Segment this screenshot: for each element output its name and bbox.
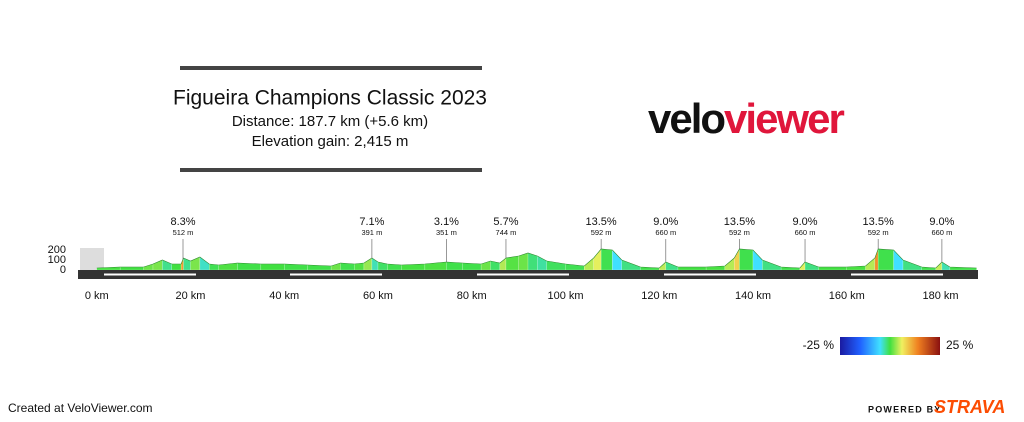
profile-segment <box>119 266 144 271</box>
profile-segment <box>762 259 782 271</box>
profile-segment <box>865 257 876 271</box>
profile-segment <box>505 255 519 271</box>
climb-gradient: 9.0% <box>929 216 954 228</box>
distance: Distance: 187.7 km (+5.6 km) <box>232 113 428 130</box>
climb-length: 512 m <box>173 228 194 237</box>
climb-length: 592 m <box>868 228 889 237</box>
elevation-gain: Elevation gain: 2,415 m <box>252 133 409 150</box>
logo-velo: velo <box>648 95 725 142</box>
profile-segment <box>180 257 184 271</box>
profile-segment <box>677 266 707 271</box>
climb-gradient: 13.5% <box>724 216 755 228</box>
x-tick-label: 100 km <box>547 290 583 302</box>
profile-segment <box>537 255 547 271</box>
profile-segment <box>260 263 285 271</box>
created: Created at VeloViewer.com <box>8 401 153 415</box>
powered-by: POWERED BY <box>868 404 942 414</box>
profile-segment <box>143 263 154 271</box>
x-tick-label: 20 km <box>176 290 206 302</box>
profile-segment <box>600 248 613 271</box>
scale-label: 25 % <box>946 338 974 352</box>
profile-segment <box>330 262 341 271</box>
profile-segment <box>734 248 740 271</box>
profile-outline <box>96 248 977 269</box>
strava: STRAVA <box>934 397 1005 417</box>
profile-segment <box>584 257 594 271</box>
climb-length: 391 m <box>361 228 382 237</box>
climb-gradient: 3.1% <box>434 216 459 228</box>
profile <box>96 248 977 271</box>
profile-segment <box>171 263 182 271</box>
y-tick-label: 200 <box>48 244 66 256</box>
x-tick-label: 140 km <box>735 290 771 302</box>
profile-segment <box>363 257 373 271</box>
x-tick-label: 160 km <box>829 290 865 302</box>
x-tick-label: 40 km <box>269 290 299 302</box>
profile-segment <box>877 248 894 271</box>
start-box <box>80 248 104 270</box>
profile-segment <box>152 259 163 271</box>
profile-segment <box>612 249 622 271</box>
scale-label: -25 % <box>803 338 835 352</box>
profile-segment <box>902 259 922 271</box>
profile-segment <box>593 248 602 271</box>
profile-segment <box>446 261 463 271</box>
profile-segment <box>199 256 210 271</box>
climb-length: 660 m <box>795 228 816 237</box>
x-tick-label: 0 km <box>85 290 109 302</box>
climb-length: 660 m <box>655 228 676 237</box>
x-tick-label: 60 km <box>363 290 393 302</box>
climb-gradient: 8.3% <box>170 216 195 228</box>
gradient-scale <box>840 337 940 355</box>
profile-segment <box>893 249 904 271</box>
climb-length: 592 m <box>591 228 612 237</box>
y-tick-label: 100 <box>48 254 66 266</box>
profile-segment <box>621 259 641 271</box>
logo-viewer: viewer <box>724 95 844 142</box>
climb-gradient: 13.5% <box>586 216 617 228</box>
x-tick-label: 80 km <box>457 290 487 302</box>
climb-gradient: 9.0% <box>792 216 817 228</box>
climb-length: 660 m <box>931 228 952 237</box>
title: Figueira Champions Classic 2023 <box>173 87 487 110</box>
climb-length: 592 m <box>729 228 750 237</box>
climb-gradient: 5.7% <box>493 216 518 228</box>
profile-segment <box>499 257 507 271</box>
profile-segment <box>818 266 847 271</box>
y-tick-label: 0 <box>60 264 66 276</box>
climb-length: 744 m <box>496 228 517 237</box>
profile-segment <box>752 249 763 271</box>
climb-gradient: 9.0% <box>653 216 678 228</box>
climb-gradient: 7.1% <box>359 216 384 228</box>
profile-segment <box>739 248 754 271</box>
profile-segment <box>874 248 879 271</box>
profile-segment <box>490 260 501 271</box>
climb-length: 351 m <box>436 228 457 237</box>
road-dashes <box>104 273 943 276</box>
climb-gradient: 13.5% <box>863 216 894 228</box>
x-tick-label: 120 km <box>641 290 677 302</box>
profile-segment <box>162 259 172 271</box>
x-tick-label: 180 km <box>922 290 958 302</box>
profile-segment <box>724 257 735 271</box>
logo: veloviewer <box>648 95 844 142</box>
